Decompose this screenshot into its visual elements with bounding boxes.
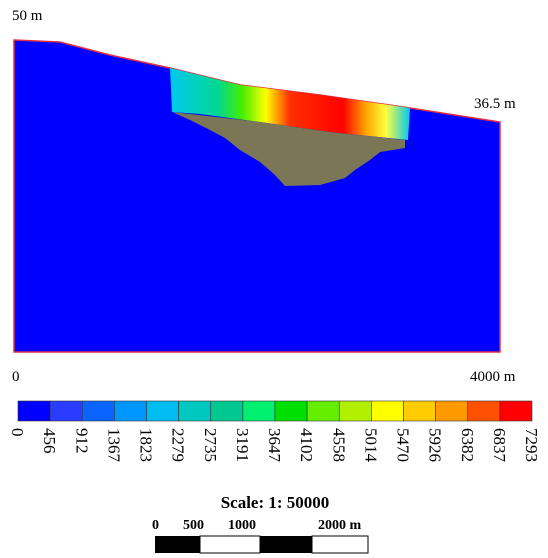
colorbar-tick-label: 0: [8, 428, 27, 437]
colorbar-tick-label: 912: [72, 428, 91, 454]
colorbar-cell: [242, 400, 276, 422]
colorbar-cell: [17, 400, 51, 422]
slope-domain: [13, 39, 501, 353]
colorbar-cell: [371, 400, 404, 422]
colorbar-tick-label: 1823: [137, 428, 156, 462]
colorbar-cell: [178, 400, 212, 422]
colorbar-tick-label: 6837: [490, 428, 509, 463]
colorbar-cell: [306, 400, 340, 422]
colorbar-tick-label: 6382: [458, 428, 477, 462]
deformed-zone: [172, 112, 405, 186]
scale-bar: [155, 535, 369, 554]
scale-title: Scale: 1: 50000: [221, 493, 330, 512]
elevation-left: 50 m: [12, 8, 43, 24]
colorbar-tick-label: 2279: [169, 428, 188, 462]
elevation-right: 36.5 m: [474, 96, 516, 112]
colorbar-tick-label: 5926: [426, 428, 445, 462]
colorbar-tick-label: 1367: [104, 428, 123, 463]
colorbar-tick-label: 7293: [522, 428, 541, 462]
colorbar-tick-label: 3647: [265, 428, 284, 463]
colorbar-tick-label: 2735: [201, 428, 220, 462]
colorbar-tick-label: 3191: [233, 428, 252, 462]
colorbar-tick-label: 456: [40, 428, 59, 454]
colorbar-cell: [210, 400, 244, 422]
colorbar-tick-label: 5014: [361, 428, 380, 463]
x-start: 0: [12, 369, 20, 385]
scale-tick-label: 0: [152, 518, 159, 533]
scale-tick-label: 1000: [228, 518, 256, 533]
colorbar-cell: [146, 400, 179, 422]
colorbar-cell: [467, 400, 501, 422]
colorbar-tick-label: 4558: [329, 428, 348, 462]
colorbar-tick-label: 5470: [394, 428, 413, 462]
colorbar-cell: [274, 400, 308, 422]
colorbar-cell: [499, 400, 533, 422]
scale-tick-label: 2000 m: [318, 518, 362, 533]
colorbar-cell: [81, 400, 115, 422]
sliding-mass: [170, 68, 410, 140]
colorbar-cell: [49, 400, 83, 422]
colorbar-cell: [403, 400, 436, 422]
x-end: 4000 m: [470, 369, 516, 385]
colorbar-tick-label: 4102: [297, 428, 316, 462]
colorbar-cell: [114, 400, 147, 422]
scale-tick-label: 500: [183, 518, 204, 533]
colorbar-cell: [338, 400, 372, 422]
colorbar-cell: [435, 400, 469, 422]
